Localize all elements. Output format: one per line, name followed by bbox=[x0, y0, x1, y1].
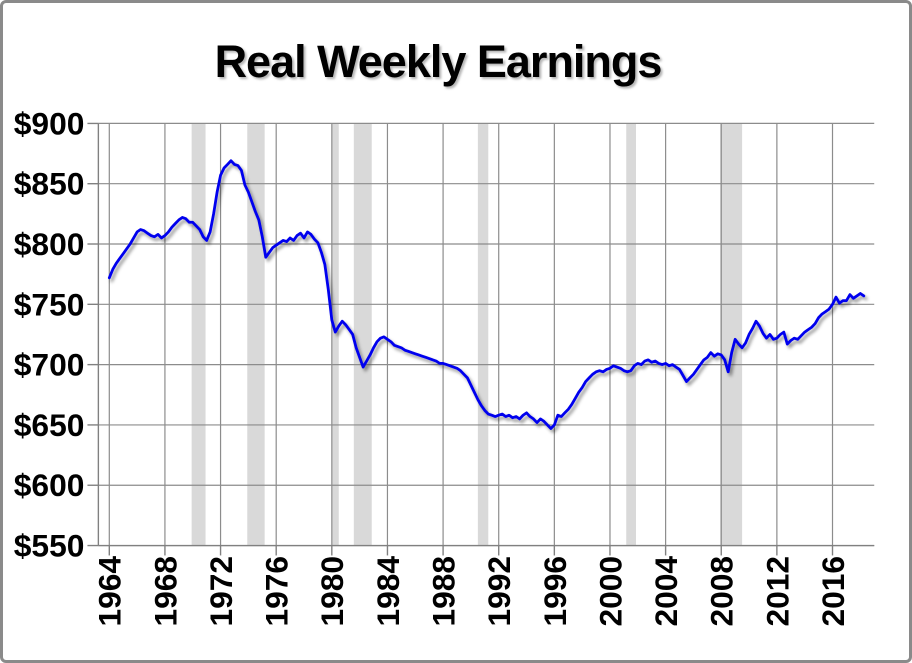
y-axis-label: $600 bbox=[14, 467, 85, 503]
x-axis-label: 1972 bbox=[203, 556, 239, 627]
earnings-line-chart: $550 $600 $650 $700 $750 $800 $850 $900 1964 1968… bbox=[14, 105, 875, 626]
recession-band bbox=[331, 123, 339, 546]
x-axis-label: 2012 bbox=[759, 556, 795, 627]
y-axis-label: $750 bbox=[14, 286, 85, 322]
recession-band bbox=[191, 123, 206, 546]
y-axis-label: $700 bbox=[14, 347, 85, 383]
axis-labels: $550 $600 $650 $700 $750 $800 $850 $900 1964 1968… bbox=[14, 105, 851, 626]
y-axis-label: $900 bbox=[14, 105, 85, 141]
earnings-line bbox=[107, 159, 866, 430]
recession-band bbox=[626, 123, 636, 546]
x-axis-label: 2016 bbox=[815, 556, 851, 627]
x-axis-label: 1968 bbox=[147, 556, 183, 627]
y-axis-label: $650 bbox=[14, 407, 85, 443]
recession-band bbox=[477, 123, 489, 546]
recession-band bbox=[353, 123, 372, 546]
x-axis-label: 2000 bbox=[592, 556, 628, 627]
x-axis-label: 2004 bbox=[648, 556, 684, 627]
y-axis-label: $550 bbox=[14, 528, 85, 564]
x-axis-label: 1964 bbox=[92, 556, 128, 627]
x-axis-label: 1976 bbox=[259, 556, 295, 627]
x-axis-label: 1980 bbox=[314, 556, 350, 627]
recession-bands bbox=[191, 123, 743, 546]
y-axis-label: $800 bbox=[14, 226, 85, 262]
recession-band bbox=[247, 123, 265, 546]
x-axis-label: 1992 bbox=[481, 556, 517, 627]
gridlines bbox=[98, 122, 875, 547]
series bbox=[107, 159, 866, 430]
recession-band bbox=[720, 123, 743, 546]
x-axis-label: 1988 bbox=[425, 556, 461, 627]
x-axis-label: 1996 bbox=[537, 556, 573, 627]
x-axis-label: 2008 bbox=[704, 556, 740, 627]
chart-title: Real Weekly Earnings bbox=[214, 36, 663, 87]
axes bbox=[87, 122, 875, 556]
y-axis-label: $850 bbox=[14, 166, 85, 202]
x-axis-label: 1984 bbox=[370, 556, 406, 627]
